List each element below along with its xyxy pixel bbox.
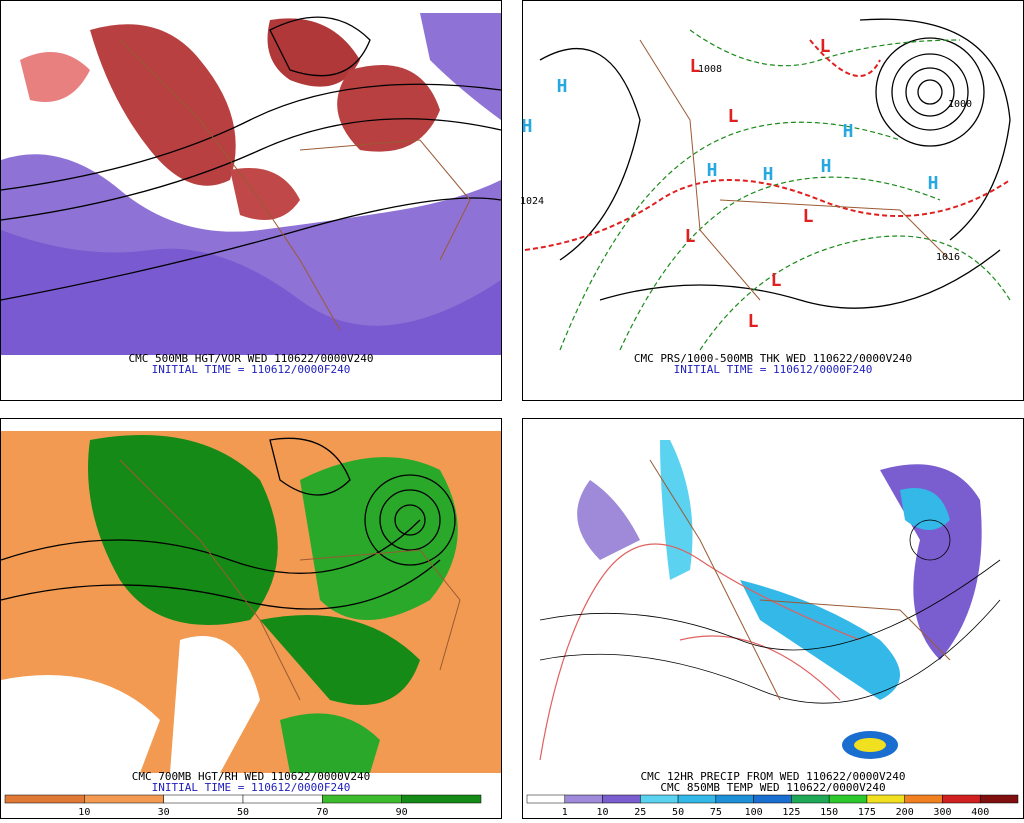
colorbar-label: 175 bbox=[858, 807, 876, 818]
map-precip bbox=[523, 431, 1023, 773]
colorbar-label: 50 bbox=[672, 807, 684, 818]
colorbar-swatch bbox=[753, 794, 792, 804]
colorbar-swatch bbox=[640, 794, 679, 804]
caption-line: INITIAL TIME = 110612/0000F240 bbox=[152, 781, 351, 794]
colorbar-swatch bbox=[866, 794, 905, 804]
colorbar-label: 75 bbox=[710, 807, 722, 818]
caption-line: INITIAL TIME = 110612/0000F240 bbox=[674, 363, 873, 376]
pressure-center: L bbox=[803, 206, 814, 227]
pressure-center: H bbox=[763, 164, 774, 185]
colorbar-swatch bbox=[677, 794, 717, 804]
colorbar-label: 10 bbox=[597, 807, 609, 818]
colorbar-label: 1 bbox=[562, 807, 568, 818]
caption-line: CMC 850MB TEMP WED 110622/0000V240 bbox=[660, 781, 885, 794]
colorbar-label: 50 bbox=[237, 807, 249, 818]
pressure-center: L bbox=[728, 106, 739, 127]
colorbar-swatch bbox=[564, 794, 603, 804]
caption-line: INITIAL TIME = 110612/0000F240 bbox=[152, 363, 351, 376]
caption-line: CMC 700MB HGT/RH WED 110622/0000V240 bbox=[132, 770, 370, 783]
pressure-center: H bbox=[707, 160, 718, 181]
pressure-center: H bbox=[821, 156, 832, 177]
pressure-center: H bbox=[843, 121, 854, 142]
colorbar-label: 90 bbox=[396, 807, 408, 818]
map-pressure bbox=[523, 13, 1023, 355]
pressure-center: H bbox=[522, 116, 533, 137]
isobar-label: 1000 bbox=[948, 99, 972, 110]
isobar-label: 1008 bbox=[698, 64, 722, 75]
colorbar-label: 25 bbox=[634, 807, 646, 818]
colorbar-label: 100 bbox=[745, 807, 763, 818]
pressure-center: L bbox=[685, 226, 696, 247]
colorbar-label: 70 bbox=[316, 807, 328, 818]
pressure-center: L bbox=[820, 36, 831, 57]
colorbar-label: 150 bbox=[820, 807, 838, 818]
colorbar-swatch bbox=[904, 794, 943, 804]
colorbar-swatch bbox=[526, 794, 566, 804]
captions: CMC 500MB HGT/VOR WED 110622/0000V240INI… bbox=[128, 352, 912, 794]
map-500mb bbox=[0, 13, 502, 355]
colorbar-swatch bbox=[242, 794, 323, 804]
map-700mb bbox=[0, 431, 501, 773]
colorbar-swatch bbox=[84, 794, 164, 804]
colorbar-swatch bbox=[715, 794, 754, 804]
colorbar-swatch bbox=[163, 794, 244, 804]
colorbar-label: 200 bbox=[896, 807, 914, 818]
colorbar-swatch bbox=[401, 794, 482, 804]
colorbar-label: 300 bbox=[933, 807, 951, 818]
colorbar-swatch bbox=[791, 794, 830, 804]
colorbar-swatch bbox=[979, 794, 1019, 804]
pressure-center: H bbox=[557, 76, 568, 97]
colorbar-swatch bbox=[4, 794, 85, 804]
isobar-label: 1024 bbox=[520, 196, 544, 207]
colorbar-swatch bbox=[828, 794, 868, 804]
colorbar-label: 125 bbox=[782, 807, 800, 818]
colorbar-swatch bbox=[602, 794, 641, 804]
colorbars: 10 30 50 70 90 1 10 25 50 75 100 125 150 175 200 300 400 bbox=[4, 794, 1019, 818]
pressure-center: L bbox=[690, 56, 701, 77]
caption-line: CMC PRS/1000-500MB THK WED 110622/0000V2… bbox=[634, 352, 912, 365]
colorbar-swatch bbox=[322, 794, 402, 804]
colorbar-swatch bbox=[942, 794, 981, 804]
colorbar-label: 30 bbox=[158, 807, 170, 818]
pressure-center: H bbox=[928, 173, 939, 194]
caption-line: CMC 500MB HGT/VOR WED 110622/0000V240 bbox=[128, 352, 373, 365]
pressure-center: L bbox=[771, 270, 782, 291]
colorbar-label: 10 bbox=[78, 807, 90, 818]
colorbar-label: 400 bbox=[971, 807, 989, 818]
isobar-label: 1016 bbox=[936, 252, 960, 263]
pressure-center: L bbox=[748, 311, 759, 332]
caption-line: CMC 12HR PRECIP FROM WED 110622/0000V240 bbox=[641, 770, 906, 783]
